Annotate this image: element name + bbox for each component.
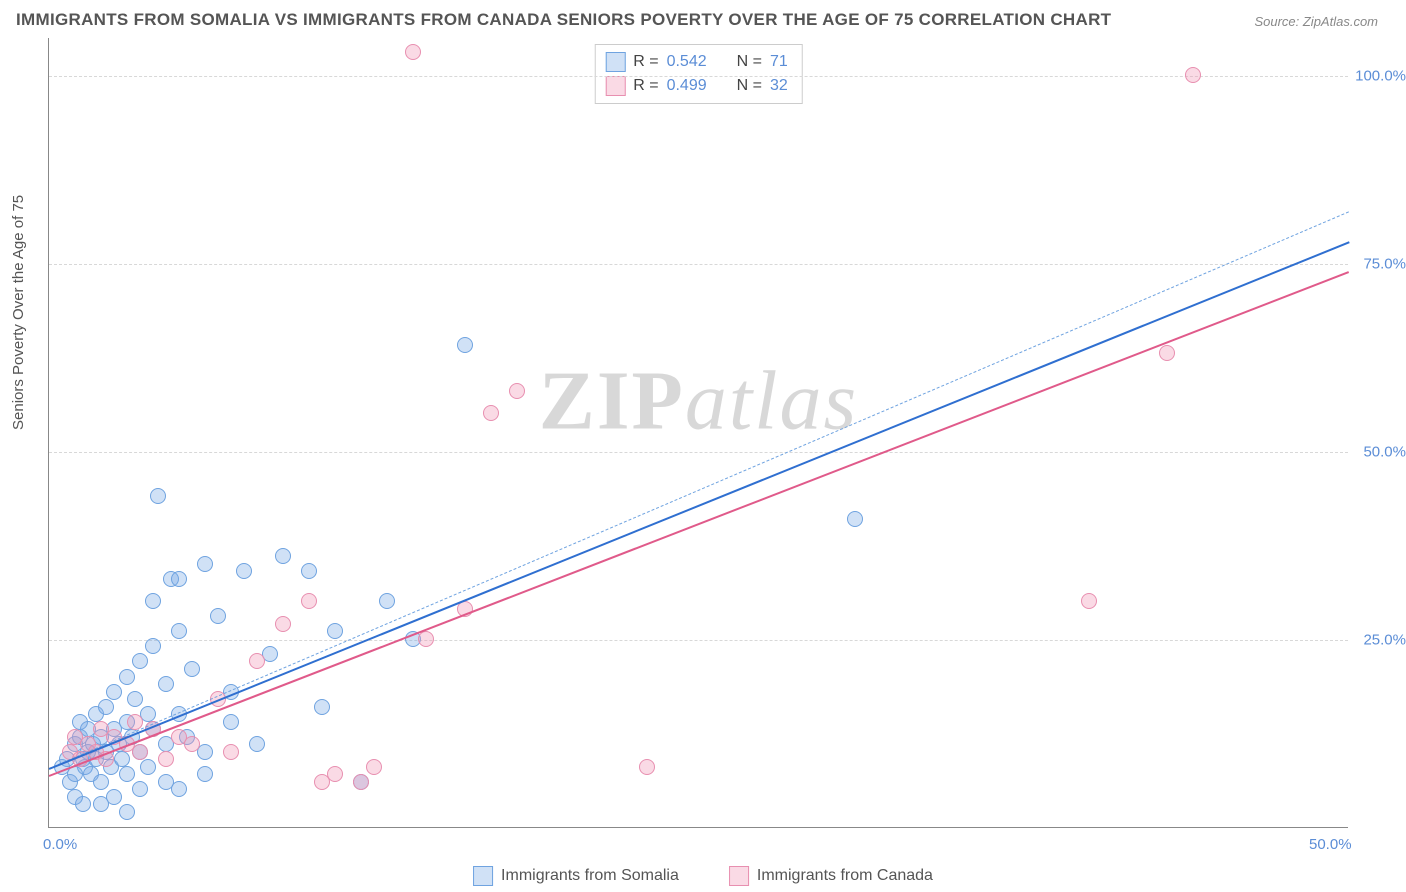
data-point bbox=[353, 774, 369, 790]
chart-title: IMMIGRANTS FROM SOMALIA VS IMMIGRANTS FR… bbox=[16, 10, 1111, 30]
legend-n-value: 71 bbox=[770, 50, 788, 74]
data-point bbox=[119, 669, 135, 685]
y-tick-label: 75.0% bbox=[1354, 255, 1406, 272]
data-point bbox=[275, 548, 291, 564]
data-point bbox=[75, 796, 91, 812]
data-point bbox=[171, 781, 187, 797]
trend-line bbox=[49, 241, 1350, 770]
data-point bbox=[132, 781, 148, 797]
data-point bbox=[236, 563, 252, 579]
data-point bbox=[366, 759, 382, 775]
legend-item: Immigrants from Somalia bbox=[473, 866, 679, 886]
data-point bbox=[106, 789, 122, 805]
legend-swatch bbox=[605, 76, 625, 96]
legend-r-value: 0.542 bbox=[667, 50, 707, 74]
y-tick-label: 25.0% bbox=[1354, 631, 1406, 648]
data-point bbox=[119, 766, 135, 782]
data-point bbox=[127, 714, 143, 730]
data-point bbox=[140, 759, 156, 775]
watermark: ZIPatlas bbox=[539, 352, 858, 449]
data-point bbox=[483, 405, 499, 421]
data-point bbox=[249, 736, 265, 752]
legend-r-value: 0.499 bbox=[667, 74, 707, 98]
x-tick-label: 0.0% bbox=[43, 836, 77, 853]
data-point bbox=[639, 759, 655, 775]
data-point bbox=[418, 631, 434, 647]
data-point bbox=[184, 661, 200, 677]
data-point bbox=[847, 511, 863, 527]
legend-r-label: R = bbox=[633, 74, 658, 98]
data-point bbox=[171, 623, 187, 639]
data-point bbox=[1081, 593, 1097, 609]
data-point bbox=[275, 616, 291, 632]
data-point bbox=[127, 691, 143, 707]
x-tick-label: 50.0% bbox=[1309, 836, 1352, 853]
gridline bbox=[49, 640, 1348, 641]
data-point bbox=[301, 563, 317, 579]
data-point bbox=[301, 593, 317, 609]
data-point bbox=[93, 774, 109, 790]
data-point bbox=[223, 744, 239, 760]
legend-n-value: 32 bbox=[770, 74, 788, 98]
data-point bbox=[119, 804, 135, 820]
legend-row: R = 0.499 N = 32 bbox=[605, 74, 788, 98]
data-point bbox=[509, 383, 525, 399]
data-point bbox=[114, 751, 130, 767]
data-point bbox=[223, 714, 239, 730]
trend-line bbox=[49, 271, 1350, 777]
data-point bbox=[184, 736, 200, 752]
legend-r-label: R = bbox=[633, 50, 658, 74]
y-axis-label: Seniors Poverty Over the Age of 75 bbox=[10, 195, 27, 430]
y-tick-label: 100.0% bbox=[1354, 67, 1406, 84]
data-point bbox=[210, 608, 226, 624]
data-point bbox=[132, 744, 148, 760]
legend-swatch bbox=[729, 866, 749, 886]
data-point bbox=[145, 593, 161, 609]
legend-swatch bbox=[473, 866, 493, 886]
data-point bbox=[145, 638, 161, 654]
series-legend: Immigrants from Somalia Immigrants from C… bbox=[473, 866, 933, 886]
legend-n-label: N = bbox=[737, 50, 762, 74]
data-point bbox=[197, 556, 213, 572]
gridline bbox=[49, 264, 1348, 265]
gridline bbox=[49, 452, 1348, 453]
data-point bbox=[327, 766, 343, 782]
data-point bbox=[158, 751, 174, 767]
source-label: Source: ZipAtlas.com bbox=[1254, 14, 1378, 29]
data-point bbox=[1185, 67, 1201, 83]
legend-series-label: Immigrants from Canada bbox=[757, 867, 933, 885]
data-point bbox=[158, 676, 174, 692]
legend-n-label: N = bbox=[737, 74, 762, 98]
data-point bbox=[249, 653, 265, 669]
scatter-plot: ZIPatlas R =0.542N =71R =0.499N =32 25.0… bbox=[48, 38, 1348, 828]
correlation-legend: R = 0.542 N = 71 R = 0.499 N = 32 bbox=[594, 44, 803, 104]
data-point bbox=[197, 766, 213, 782]
data-point bbox=[98, 699, 114, 715]
data-point bbox=[457, 337, 473, 353]
data-point bbox=[379, 593, 395, 609]
legend-item: Immigrants from Canada bbox=[729, 866, 933, 886]
data-point bbox=[1159, 345, 1175, 361]
data-point bbox=[150, 488, 166, 504]
data-point bbox=[327, 623, 343, 639]
legend-row: R = 0.542 N = 71 bbox=[605, 50, 788, 74]
legend-series-label: Immigrants from Somalia bbox=[501, 867, 679, 885]
data-point bbox=[132, 653, 148, 669]
gridline bbox=[49, 76, 1348, 77]
y-tick-label: 50.0% bbox=[1354, 443, 1406, 460]
data-point bbox=[405, 44, 421, 60]
data-point bbox=[314, 699, 330, 715]
trend-line-dashed bbox=[49, 211, 1349, 769]
data-point bbox=[106, 684, 122, 700]
data-point bbox=[171, 571, 187, 587]
legend-swatch bbox=[605, 52, 625, 72]
